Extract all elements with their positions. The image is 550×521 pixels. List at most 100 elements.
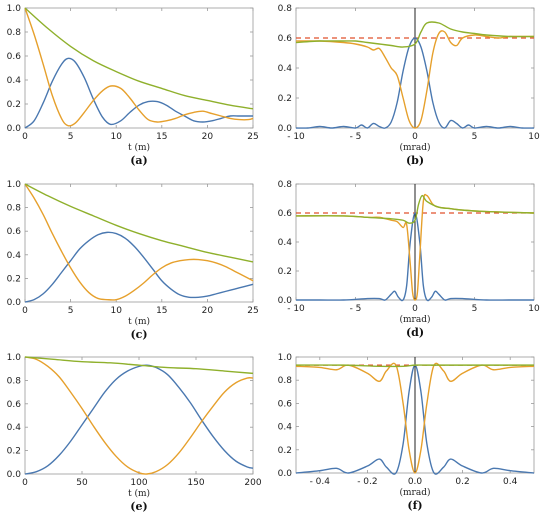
series-line-blue: [295, 212, 534, 302]
y-tick-label: 0.4: [278, 423, 293, 433]
x-tick-label: 25: [247, 306, 258, 316]
x-tick-label: 25: [247, 132, 258, 142]
series-line-orange: [295, 30, 535, 129]
x-axis-label: t (m): [128, 316, 150, 327]
panel-f: - 0.4 - 0.2 0.0 0.2 0.4 0.0 0.2 0.4 0.6 0.8 1.0 (mr…: [278, 353, 535, 512]
y-tick-label: 0.4: [7, 251, 22, 261]
series-line-orange: [24, 183, 254, 301]
x-tick-label: 20: [202, 132, 214, 142]
y-tick-label: 1.0: [278, 353, 293, 363]
y-tick-label: 0.8: [7, 28, 22, 38]
y-tick-label: 0.2: [278, 446, 292, 456]
panel-c: 0 5 10 15 20 25 0.0 0.2 0.4 0.6 0.8 1.0 t (m)(c): [7, 180, 259, 341]
x-tick-label: 5: [68, 306, 74, 316]
y-tick-label: 0.0: [7, 298, 22, 308]
x-tick-label: 50: [76, 478, 88, 488]
x-tick-label: 10: [110, 306, 122, 316]
panel-b: - 10 - 5 0 5 10 0.0 0.2 0.4 0.6 0.8 (mrad)(b): [278, 4, 540, 167]
x-tick-label: 5: [68, 132, 74, 142]
x-tick-label: 200: [244, 478, 261, 488]
x-tick-label: 10: [528, 304, 540, 314]
x-tick-label: - 0.4: [310, 477, 331, 487]
x-axis-label: t (m): [128, 488, 150, 499]
x-tick-label: 5: [472, 132, 478, 142]
series-line-orange: [24, 7, 254, 127]
y-tick-label: 0.8: [278, 4, 293, 14]
x-tick-label: - 5: [350, 304, 362, 314]
series-line-green: [295, 21, 535, 48]
x-tick-label: 100: [130, 478, 147, 488]
panel-label: (b): [406, 154, 424, 167]
x-tick-label: 10: [528, 132, 540, 142]
panel-label: (c): [130, 328, 147, 341]
x-tick-label: - 5: [350, 132, 362, 142]
series-line-blue: [24, 231, 254, 303]
y-tick-label: 0.6: [278, 209, 293, 219]
y-tick-label: 0.6: [278, 34, 293, 44]
panel-label: (d): [406, 326, 424, 339]
panel-d: - 10 - 5 0 5 10 0.0 0.2 0.4 0.6 0.8 (mrad)(d): [278, 180, 540, 339]
y-tick-label: 0.4: [278, 238, 293, 248]
series-line-orange: [24, 356, 254, 475]
x-tick-label: 0: [22, 132, 28, 142]
y-tick-label: 0.4: [278, 64, 293, 74]
y-tick-label: 0.2: [7, 274, 21, 284]
y-tick-label: 0.8: [7, 376, 22, 386]
y-tick-label: 0.0: [278, 469, 293, 479]
x-axis-label: t (m): [128, 142, 150, 153]
y-tick-label: 0.4: [7, 423, 22, 433]
panel-e: 0 50 100 150 200 0.0 0.2 0.4 0.6 0.8 1.0 t (m)(e): [7, 353, 262, 513]
x-tick-label: 0.2: [455, 477, 469, 487]
x-tick-label: 0: [22, 478, 28, 488]
y-tick-label: 0.2: [278, 94, 292, 104]
plot-frame: [24, 356, 254, 475]
panel-a: 0 5 10 15 20 25 0.0 0.2 0.4 0.6 0.8 1.0 t (m)(a): [7, 4, 259, 167]
x-tick-label: 5: [472, 304, 478, 314]
panel-label: (e): [130, 500, 147, 513]
series-line-green: [24, 7, 254, 110]
x-tick-label: 20: [202, 306, 214, 316]
x-tick-label: 0: [22, 306, 28, 316]
series-line-green: [295, 364, 534, 368]
y-tick-label: 0.6: [7, 400, 22, 410]
x-axis-label: (mrad): [400, 314, 431, 325]
plot-frame: [24, 7, 254, 129]
x-tick-label: 150: [187, 478, 204, 488]
x-tick-label: 15: [156, 132, 167, 142]
x-tick-label: 15: [156, 306, 167, 316]
y-tick-label: 0.8: [278, 180, 293, 190]
y-tick-label: 0.0: [278, 124, 293, 134]
series-line-blue: [295, 37, 535, 129]
panel-label: (f): [407, 499, 422, 512]
y-tick-label: 0.2: [278, 267, 292, 277]
x-axis-label: (mrad): [400, 487, 431, 498]
y-tick-label: 1.0: [7, 4, 22, 14]
series-line-green: [295, 194, 535, 224]
x-tick-label: 10: [110, 132, 122, 142]
y-tick-label: 0.6: [7, 227, 22, 237]
y-tick-label: 0.2: [7, 100, 21, 110]
y-tick-label: 0.8: [7, 204, 22, 214]
series-line-orange: [295, 362, 535, 474]
x-tick-label: 0.4: [503, 477, 518, 487]
series-line-green: [24, 356, 254, 375]
series-line-blue: [24, 57, 253, 129]
x-tick-label: 0: [412, 132, 418, 142]
x-tick-label: - 10: [287, 132, 305, 142]
panel-label: (a): [130, 154, 148, 167]
y-tick-label: 0.8: [278, 376, 293, 386]
series-line-blue: [24, 364, 254, 475]
y-tick-label: 0.0: [7, 470, 22, 480]
series-line-green: [24, 183, 254, 263]
y-tick-label: 0.2: [7, 447, 21, 457]
y-tick-label: 1.0: [7, 353, 22, 363]
x-tick-label: - 10: [287, 304, 305, 314]
y-tick-label: 0.0: [7, 124, 22, 134]
y-tick-label: 0.6: [7, 52, 22, 62]
y-tick-label: 1.0: [7, 180, 22, 190]
x-axis-label: (mrad): [400, 142, 431, 153]
y-tick-label: 0.4: [7, 76, 22, 86]
x-tick-label: 0: [412, 304, 418, 314]
x-tick-label: - 0.2: [357, 477, 377, 487]
